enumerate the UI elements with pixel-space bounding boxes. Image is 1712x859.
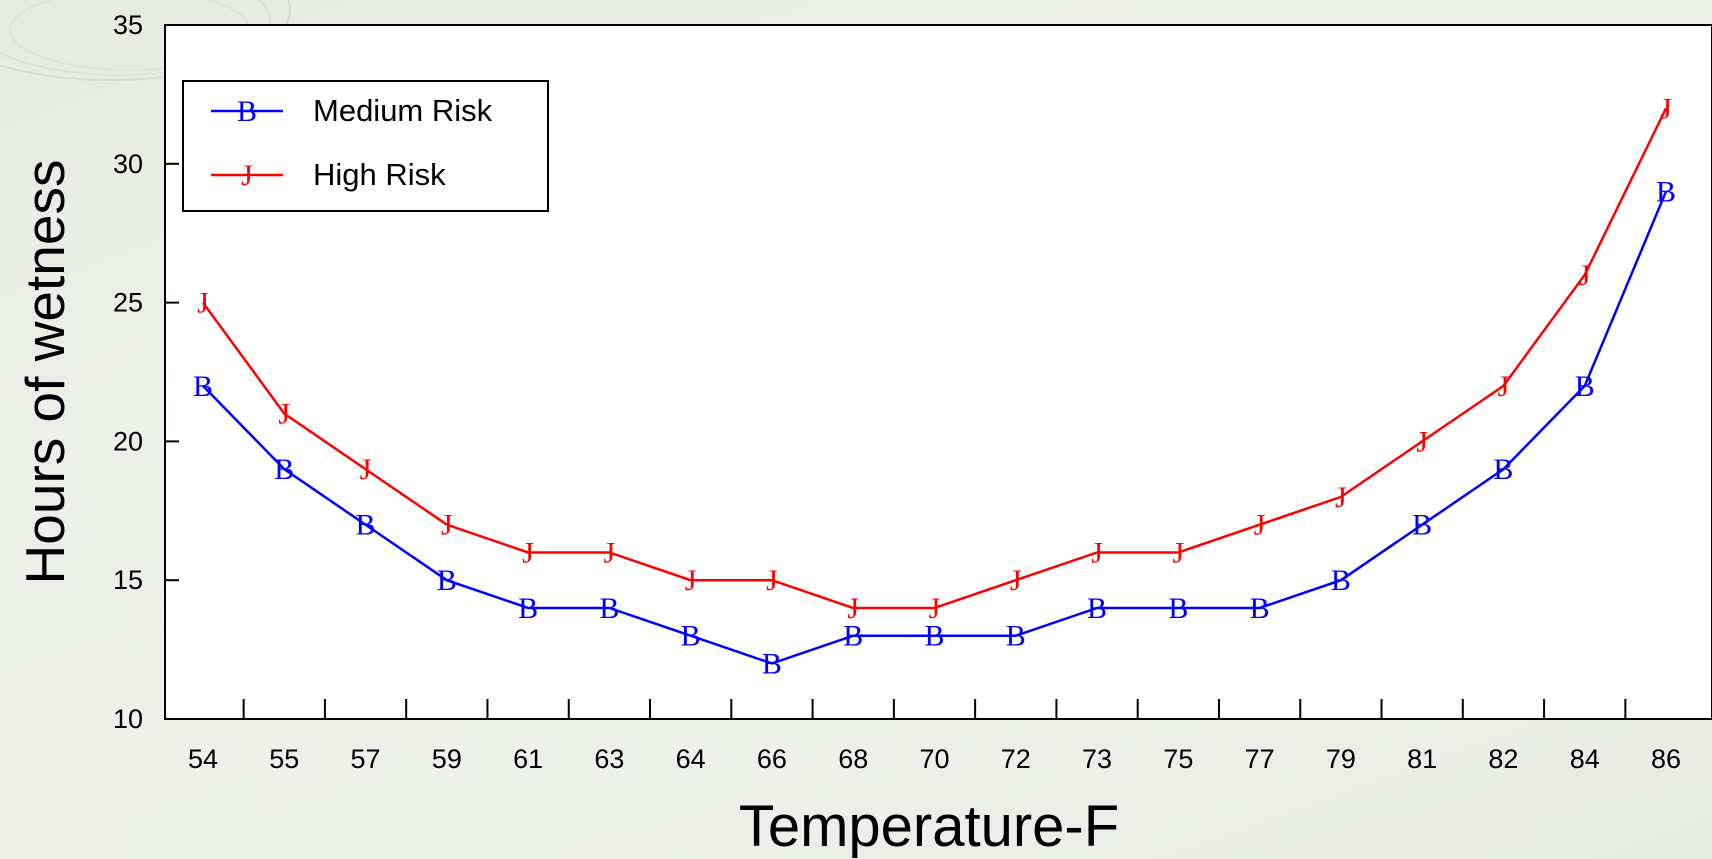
data-point: J — [1091, 536, 1103, 569]
y-axis-title: Hours of wetness — [14, 160, 76, 585]
x-tick-label: 84 — [1570, 744, 1600, 774]
data-point: J — [1172, 536, 1184, 569]
series-line — [202, 191, 1668, 665]
x-tick-label: 57 — [351, 744, 381, 774]
data-point: B — [1412, 509, 1432, 542]
data-point: J — [685, 564, 697, 597]
data-point: B — [356, 509, 376, 542]
x-tick-label: 75 — [1163, 744, 1193, 774]
data-point: B — [1168, 592, 1188, 625]
data-point: B — [193, 370, 213, 403]
x-tick-label: 59 — [432, 744, 462, 774]
x-tick-label: 81 — [1407, 744, 1437, 774]
x-tick-label: 61 — [513, 744, 543, 774]
data-point: B — [681, 620, 701, 653]
data-point: B — [1656, 176, 1676, 209]
y-tick-label: 10 — [113, 704, 143, 734]
x-tick-label: 86 — [1651, 744, 1681, 774]
x-tick-label: 82 — [1488, 744, 1518, 774]
data-point: B — [1493, 453, 1513, 486]
legend-label: High Risk — [313, 157, 446, 192]
x-tick-label: 73 — [1082, 744, 1112, 774]
x-axis: 54 55 57 59 61 63 64 66 68 70 72 73 75 77 79 81 82 84 86 — [188, 699, 1681, 774]
data-point: B — [274, 453, 294, 486]
legend-box — [182, 80, 549, 212]
data-point: B — [762, 647, 782, 680]
data-point: B — [437, 564, 457, 597]
data-point: B — [1575, 370, 1595, 403]
x-tick-label: 64 — [676, 744, 706, 774]
x-tick-label: 70 — [919, 744, 949, 774]
series-line — [201, 107, 1668, 610]
data-point: J — [1579, 259, 1591, 292]
data-point: J — [604, 536, 616, 569]
data-point: J — [1254, 509, 1266, 542]
x-tick-label: 66 — [757, 744, 787, 774]
data-point: J — [847, 592, 859, 625]
series-high-risk: J J J J J J J J J J J J J J J J J J J — [197, 92, 1672, 625]
legend-label: Medium Risk — [313, 93, 493, 128]
data-point: J — [1660, 92, 1672, 125]
data-point: B — [1087, 592, 1107, 625]
x-tick-label: 79 — [1326, 744, 1356, 774]
x-axis-title: Temperature-F — [739, 794, 1119, 859]
x-tick-label: 68 — [838, 744, 868, 774]
legend-marker: J — [241, 159, 253, 192]
x-tick-label: 72 — [1001, 744, 1031, 774]
legend: B Medium Risk J High Risk — [182, 80, 549, 212]
data-point: B — [1331, 564, 1351, 597]
data-point: B — [1250, 592, 1270, 625]
legend-item: J High Risk — [211, 157, 446, 192]
data-point: J — [360, 453, 372, 486]
data-point: J — [1010, 564, 1022, 597]
data-point: B — [518, 592, 538, 625]
data-point: B — [924, 620, 944, 653]
x-tick-label: 55 — [269, 744, 299, 774]
legend-item: B Medium Risk — [211, 93, 493, 128]
x-tick-label: 54 — [188, 744, 218, 774]
y-tick-label: 30 — [113, 149, 143, 179]
data-point: B — [1006, 620, 1026, 653]
x-tick-label: 63 — [594, 744, 624, 774]
legend-marker: B — [237, 95, 257, 128]
y-tick-label: 15 — [113, 565, 143, 595]
data-point: J — [197, 287, 209, 320]
data-point: J — [929, 592, 941, 625]
y-axis: 10 15 20 25 30 35 — [113, 10, 179, 734]
data-point: J — [1335, 481, 1347, 514]
data-point: J — [766, 564, 778, 597]
x-tick-label: 77 — [1245, 744, 1275, 774]
data-point: B — [599, 592, 619, 625]
data-point: J — [522, 536, 534, 569]
series-medium-risk: B B B B B B B B B B B B B B B B B B B — [193, 176, 1676, 681]
data-point: B — [843, 620, 863, 653]
data-point: J — [1416, 425, 1428, 458]
y-tick-label: 35 — [113, 10, 143, 40]
data-point: J — [441, 509, 453, 542]
data-point: J — [1498, 370, 1510, 403]
y-tick-label: 20 — [113, 426, 143, 456]
y-tick-label: 25 — [113, 288, 143, 318]
data-point: J — [278, 398, 290, 431]
